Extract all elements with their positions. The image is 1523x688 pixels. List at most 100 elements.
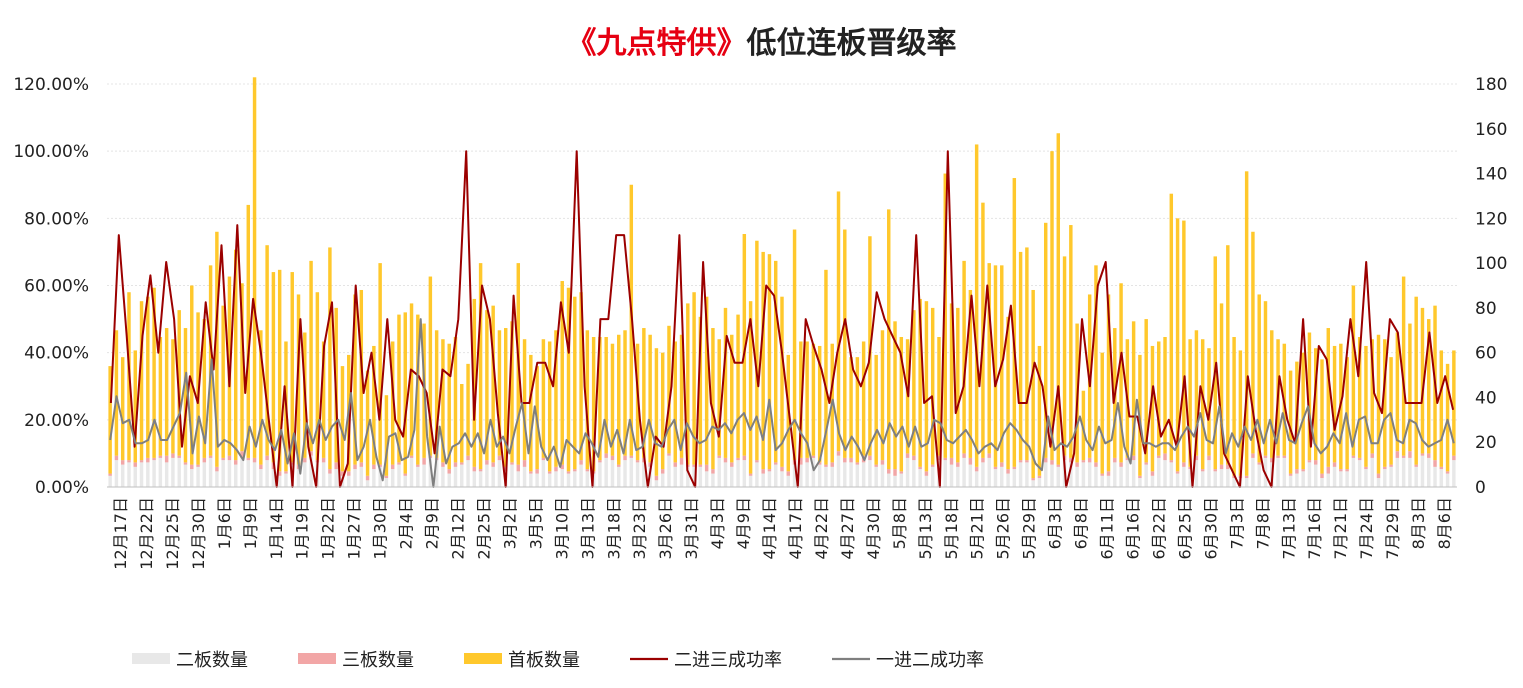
bar-first-board: [114, 330, 119, 456]
bar-first-board: [359, 289, 364, 463]
x-axis-tick-label: 5月29日: [1020, 497, 1039, 560]
bar-first-board: [1364, 345, 1368, 467]
bar-second-board: [1169, 462, 1174, 487]
bar-first-board: [277, 269, 282, 472]
bar-third-board: [529, 471, 533, 474]
bar-third-board: [1401, 455, 1406, 458]
bar-second-board: [372, 469, 376, 487]
bar-third-board: [120, 460, 125, 465]
bar-first-board: [943, 173, 947, 458]
bar-second-board: [1339, 471, 1343, 487]
bar-third-board: [171, 453, 175, 458]
bar-second-board: [560, 469, 564, 487]
bar-first-board: [1320, 359, 1324, 474]
bars: [108, 77, 1456, 487]
bar-first-board: [560, 281, 564, 465]
bar-third-board: [899, 471, 904, 474]
bar-first-board: [1194, 330, 1199, 456]
bar-first-board: [1370, 339, 1374, 454]
x-axis-tick-label: 7月8日: [1253, 497, 1272, 549]
bar-second-board: [993, 469, 998, 487]
bar-first-board: [1106, 294, 1111, 472]
bar-second-board: [485, 464, 489, 487]
bar-third-board: [1069, 457, 1073, 463]
bar-first-board: [956, 307, 960, 463]
bar-first-board: [139, 301, 144, 461]
bar-second-board: [1320, 478, 1324, 487]
bar-third-board: [880, 460, 885, 465]
x-axis-tick-label: 12月25日: [163, 497, 182, 570]
bar-first-board: [466, 363, 470, 456]
bar-second-board: [190, 469, 194, 487]
x-axis-tick-label: 1月27日: [345, 497, 364, 560]
bar-second-board: [1313, 464, 1318, 487]
line-second-to-third-rate: [109, 150, 1455, 488]
bar-second-board: [378, 466, 382, 487]
bar-second-board: [146, 462, 150, 487]
bar-second-board: [1213, 471, 1217, 487]
bar-second-board: [1138, 478, 1142, 487]
bar-second-board: [365, 480, 370, 487]
bar-second-board: [780, 471, 784, 487]
bar-first-board: [1056, 133, 1061, 465]
bar-second-board: [403, 475, 407, 487]
x-axis-tick-label: 2月4日: [397, 497, 416, 549]
bar-second-board: [428, 457, 433, 487]
bar-first-board: [711, 328, 715, 470]
x-axis-tick-label: 3月5日: [526, 497, 545, 549]
bar-second-board: [1175, 473, 1180, 487]
bar-second-board: [905, 457, 910, 487]
bar-second-board: [981, 462, 985, 487]
bar-third-board: [698, 464, 703, 467]
bar-first-board: [1439, 350, 1444, 467]
bar-second-board: [221, 460, 225, 487]
bar-second-board: [748, 475, 753, 487]
bar-first-board: [579, 292, 583, 461]
bar-second-board: [1087, 462, 1092, 487]
bar-third-board: [365, 475, 370, 481]
bar-second-board: [1232, 478, 1236, 487]
bar-second-board: [1131, 460, 1136, 487]
bar-first-board: [497, 330, 502, 456]
bar-third-board: [246, 457, 251, 461]
legend: 二板数量 三板数量 首板数量 二进三成功率 一进二成功率: [132, 650, 984, 671]
bar-first-board: [1445, 363, 1450, 472]
bar-first-board: [880, 330, 885, 461]
lines: [109, 150, 1455, 488]
bar-third-board: [447, 469, 451, 474]
bar-second-board: [1081, 462, 1086, 487]
bar-third-board: [799, 457, 803, 465]
bar-third-board: [190, 464, 194, 470]
bar-third-board: [221, 457, 225, 461]
bar-third-board: [930, 464, 935, 467]
bar-first-board: [1307, 332, 1312, 461]
bar-first-board: [353, 294, 357, 465]
bar-third-board: [560, 464, 564, 470]
bar-second-board: [108, 475, 112, 487]
bar-third-board: [1251, 453, 1255, 458]
bar-first-board: [673, 341, 677, 463]
bar-first-board: [617, 334, 621, 465]
bar-second-board: [1251, 457, 1255, 487]
bar-second-board: [120, 464, 125, 487]
bar-first-board: [1427, 319, 1431, 454]
bar-second-board: [227, 460, 232, 487]
bar-third-board: [177, 455, 181, 458]
bar-first-board: [918, 298, 922, 467]
bar-second-board: [642, 462, 646, 487]
bar-second-board: [309, 455, 313, 487]
bar-third-board: [321, 457, 326, 463]
bar-third-board: [887, 469, 891, 474]
bar-third-board: [1376, 473, 1381, 479]
bar-second-board: [259, 469, 263, 487]
bar-first-board: [974, 144, 979, 467]
bar-third-board: [290, 462, 294, 465]
bar-first-board: [372, 345, 376, 465]
x-axis-tick-label: 8月6日: [1435, 497, 1454, 549]
bar-second-board: [472, 471, 477, 487]
x-axis-tick-label: 6月11日: [1098, 497, 1117, 560]
bar-third-board: [956, 462, 960, 467]
bar-third-board: [303, 457, 307, 463]
bar-first-board: [855, 357, 860, 463]
bar-third-board: [460, 462, 464, 465]
